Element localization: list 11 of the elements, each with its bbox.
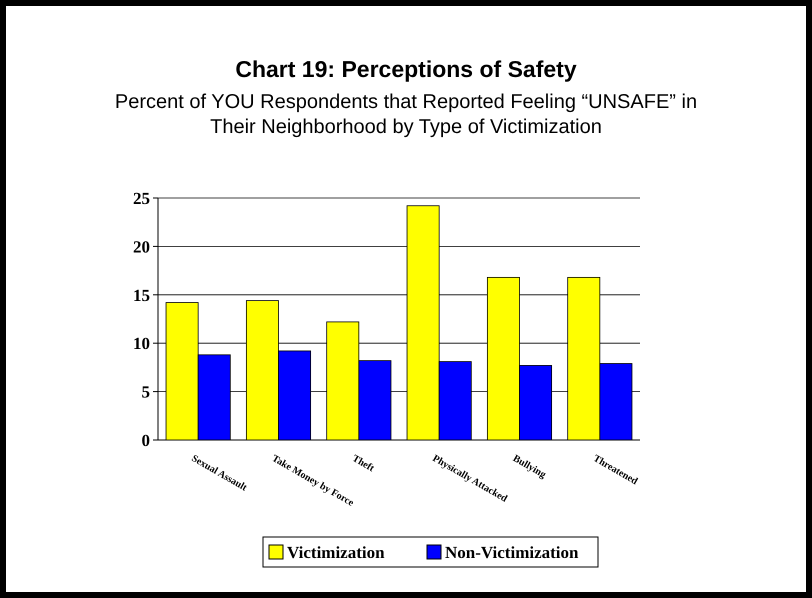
legend-label: Non-Victimization <box>445 543 580 562</box>
chart-title: Chart 19: Perceptions of Safety <box>235 56 577 82</box>
x-tick-label: Theft <box>350 453 376 475</box>
chart-subtitle: Percent of YOU Respondents that Reported Feeling “UNSAFE” in Their Neighborhood by Type of Victimization <box>114 91 698 138</box>
y-tick-label: 15 <box>133 286 150 305</box>
legend-label: Victimization <box>287 543 386 562</box>
y-tick-label: 20 <box>133 237 150 256</box>
y-tick-label: 25 <box>133 188 150 208</box>
y-tick-label: 0 <box>142 430 150 450</box>
y-tick-label: 5 <box>142 382 150 402</box>
y-tick-label: 10 <box>133 334 150 354</box>
